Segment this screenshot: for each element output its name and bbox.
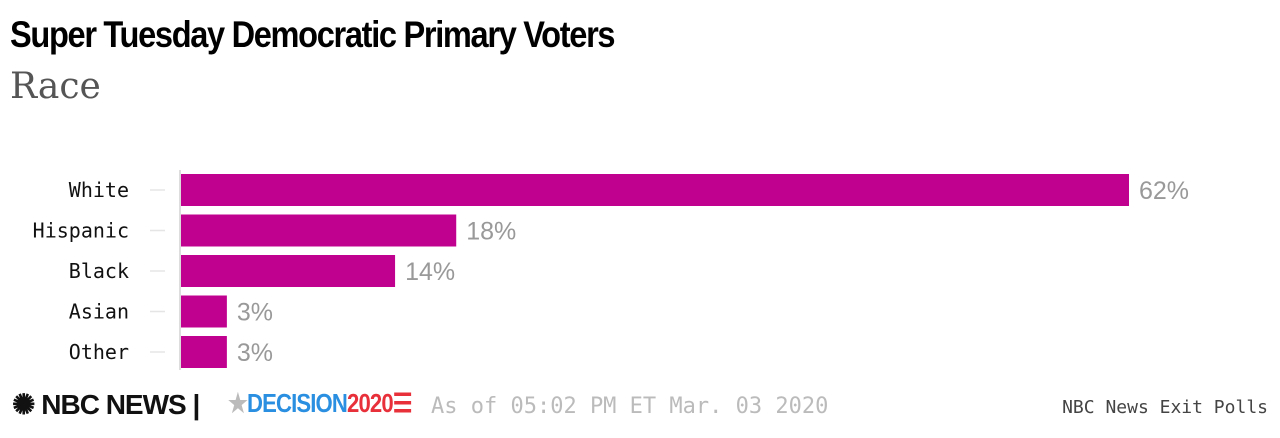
category-label: Black [69,259,129,283]
bar-other [181,336,227,368]
timestamp: As of 05:02 PM ET Mar. 03 2020 [431,394,829,419]
value-label: 3% [237,339,273,367]
value-label: 62% [1139,177,1189,205]
decision-2020-logo: ★DECISION2020☰ [228,388,413,418]
chart-subtitle: Race [10,66,101,107]
footer: ✺ NBC NEWS | ★DECISION2020☰ As of 05:02 … [0,386,1280,426]
category-label: Asian [69,300,129,324]
category-label: Other [69,340,129,364]
bar-asian [181,295,227,328]
source-label: NBC News Exit Polls [1062,397,1268,418]
value-label: 14% [405,258,455,286]
category-label: Hispanic [33,219,129,243]
bar-black [181,255,396,287]
value-label: 18% [466,218,516,246]
category-label: White [69,178,129,202]
chart-title: Super Tuesday Democratic Primary Voters [10,14,616,55]
bar-white [181,174,1129,206]
value-label: 3% [237,299,273,327]
nbc-news-logo: ✺ NBC NEWS | [12,389,200,420]
bar-hispanic [181,214,457,247]
bar-chart: White 62% Hispanic 18% Black 14% Asian 3% Other 3… [33,170,1189,370]
